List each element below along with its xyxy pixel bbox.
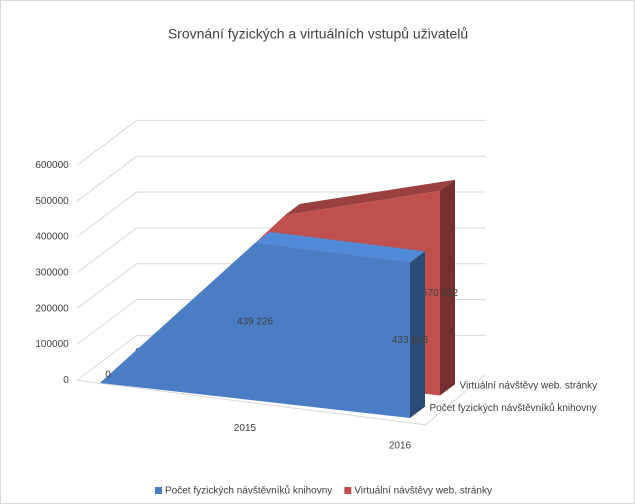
data-label: 570 922 <box>422 288 459 299</box>
y-tick-label: 0 <box>63 375 69 386</box>
y-tick-label: 300000 <box>35 268 69 279</box>
grid-line <box>76 155 486 202</box>
legend-swatch <box>155 487 162 494</box>
y-tick-label: 600000 <box>35 160 69 171</box>
area <box>100 243 410 418</box>
legend-label: Počet fyzických návštěvníků knihovny <box>165 485 332 497</box>
y-tick-label: 100000 <box>35 339 69 350</box>
x-tick-label: 2016 <box>389 441 412 452</box>
grid-line <box>76 119 486 166</box>
y-tick-label: 500000 <box>35 196 69 207</box>
floor-edge <box>76 374 486 426</box>
area-top-face <box>255 231 425 263</box>
data-label: 433 868 <box>392 335 429 346</box>
area-top-face <box>285 179 455 216</box>
y-tick-label: 400000 <box>35 232 69 243</box>
data-label: 439 226 <box>237 316 274 327</box>
legend-swatch <box>344 487 352 494</box>
chart-title: Srovnání fyzických a virtuálních vstupů … <box>168 26 468 42</box>
legend-label: Virtuální návštěvy web. stránky <box>354 486 492 497</box>
grid-line <box>76 191 486 238</box>
area-side-face <box>410 251 425 418</box>
data-label: 0 <box>105 370 111 381</box>
depth-axis-label: Počet fyzických návštěvníků knihovny <box>430 402 597 414</box>
x-tick-label: 2015 <box>234 423 257 434</box>
y-tick-label: 200000 <box>35 303 69 314</box>
depth-axis-label: Virtuální návštěvy web. stránky <box>460 381 598 392</box>
area-side-face <box>440 179 455 396</box>
